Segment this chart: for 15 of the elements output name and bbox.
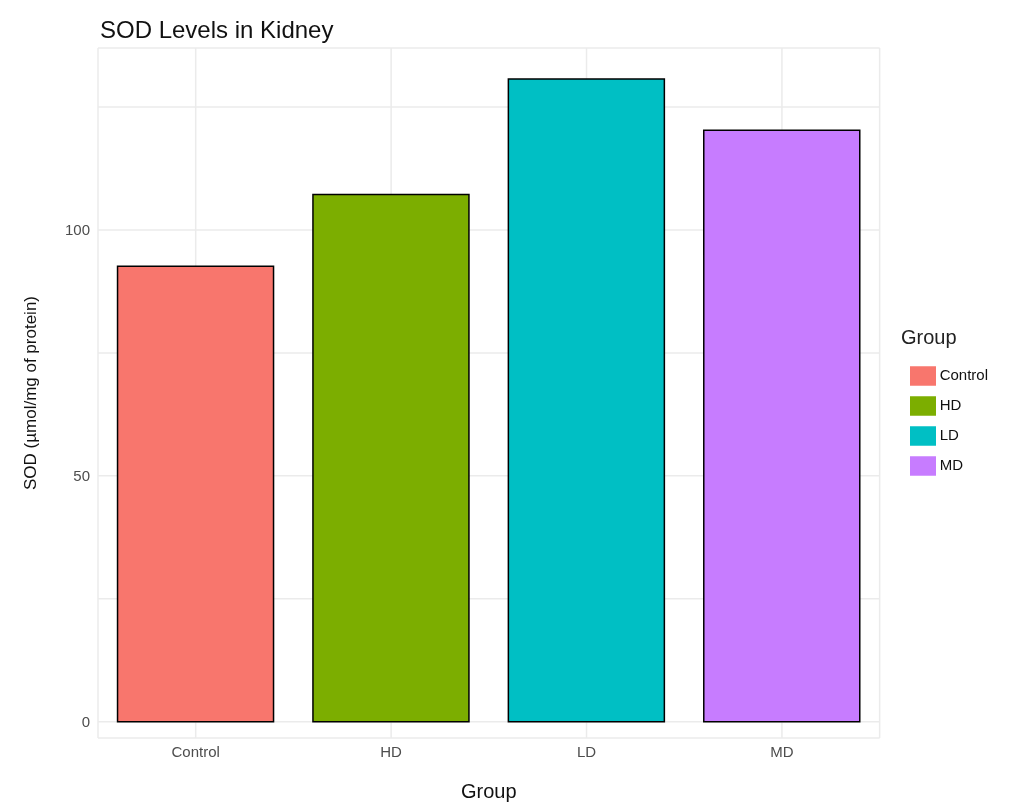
legend-label: MD (939, 456, 963, 473)
x-tick-label: MD (770, 742, 794, 760)
y-tick-label: 0 (81, 713, 90, 731)
legend-title: Group (901, 326, 957, 349)
legend-label: Control (939, 366, 988, 383)
y-axis-title: SOD (µmol/mg of protein) (21, 295, 41, 491)
y-tick-label: 100 (64, 221, 90, 239)
y-tick-label: 50 (73, 467, 90, 485)
chart-title: SOD Levels in Kidney (100, 16, 334, 44)
legend-label: LD (939, 426, 959, 443)
x-tick-label: HD (380, 742, 403, 760)
x-tick-label: Control (171, 742, 220, 760)
x-axis-title: Group (461, 780, 517, 802)
x-tick-label: LD (576, 742, 597, 760)
legend-label: HD (939, 396, 962, 413)
